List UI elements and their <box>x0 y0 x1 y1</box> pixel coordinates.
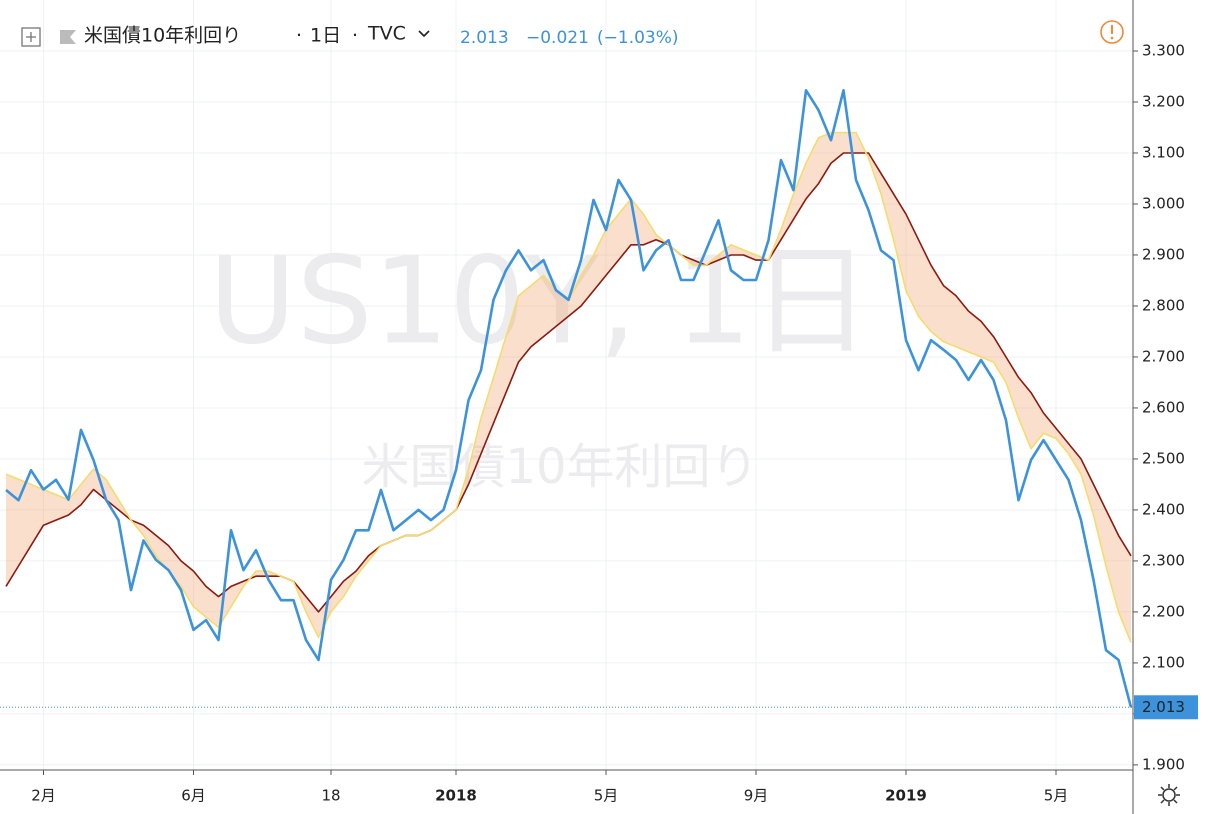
y-tick-label: 3.100 <box>1142 143 1185 161</box>
price-line <box>5 89 1133 708</box>
gear-teeth <box>1158 784 1180 806</box>
dropdown-icon[interactable] <box>418 30 430 38</box>
alert-icon-dot <box>1110 36 1114 40</box>
y-tick-label: 2.900 <box>1142 245 1185 263</box>
x-tick-label: 2018 <box>435 787 477 805</box>
separator: · <box>296 25 302 47</box>
symbol-name[interactable]: 米国債10年利回り <box>84 25 241 47</box>
y-tick-label: 2.300 <box>1142 551 1185 569</box>
plot <box>0 89 1133 708</box>
last-price-label: 2.013 <box>1142 698 1185 716</box>
y-tick-label: 3.000 <box>1142 194 1185 212</box>
y-tick-label: 2.200 <box>1142 602 1185 620</box>
settings-icon[interactable] <box>1158 784 1180 806</box>
y-tick-label: 2.500 <box>1142 449 1185 467</box>
y-tick-label: 2.400 <box>1142 500 1185 518</box>
interval[interactable]: 1日 <box>310 25 341 47</box>
ma-line <box>5 152 1132 613</box>
watermark-name: 米国債10年利回り <box>361 439 758 495</box>
y-tick-label: 2.800 <box>1142 296 1185 314</box>
separator: · <box>352 25 358 47</box>
change-percent: (−1.03%) <box>597 28 679 48</box>
flag-icon[interactable] <box>60 30 76 44</box>
x-tick-label: 2月 <box>31 787 56 805</box>
y-tick-label: 3.200 <box>1142 92 1185 110</box>
x-tick-label: 18 <box>321 787 340 805</box>
exchange[interactable]: TVC <box>367 23 406 45</box>
last-price-tag <box>1134 695 1198 720</box>
y-tick-label: 2.100 <box>1142 653 1185 671</box>
x-tick-label: 9月 <box>744 787 769 805</box>
y-tick-label: 3.300 <box>1142 41 1185 59</box>
header: 米国債10年利回り · 1日 · TVC 2.013 −0.021 (−1.03… <box>21 20 1124 48</box>
x-tick-label: 6月 <box>181 787 206 805</box>
grid <box>0 0 1133 770</box>
x-tick-label: 5月 <box>594 787 619 805</box>
gear <box>1162 788 1176 802</box>
change: −0.021 <box>526 28 589 48</box>
watermark-symbol: US10Y, 1日 <box>209 233 872 372</box>
y-tick-label: 2.600 <box>1142 398 1185 416</box>
y-tick-label: 1.900 <box>1142 755 1185 773</box>
last-price: 2.013 <box>460 28 509 48</box>
x-tick-label: 2019 <box>885 787 927 805</box>
alert-icon[interactable] <box>1100 20 1124 44</box>
x-tick-label: 5月 <box>1044 787 1069 805</box>
y-tick-label: 2.700 <box>1142 347 1185 365</box>
add-icon[interactable] <box>21 27 41 47</box>
